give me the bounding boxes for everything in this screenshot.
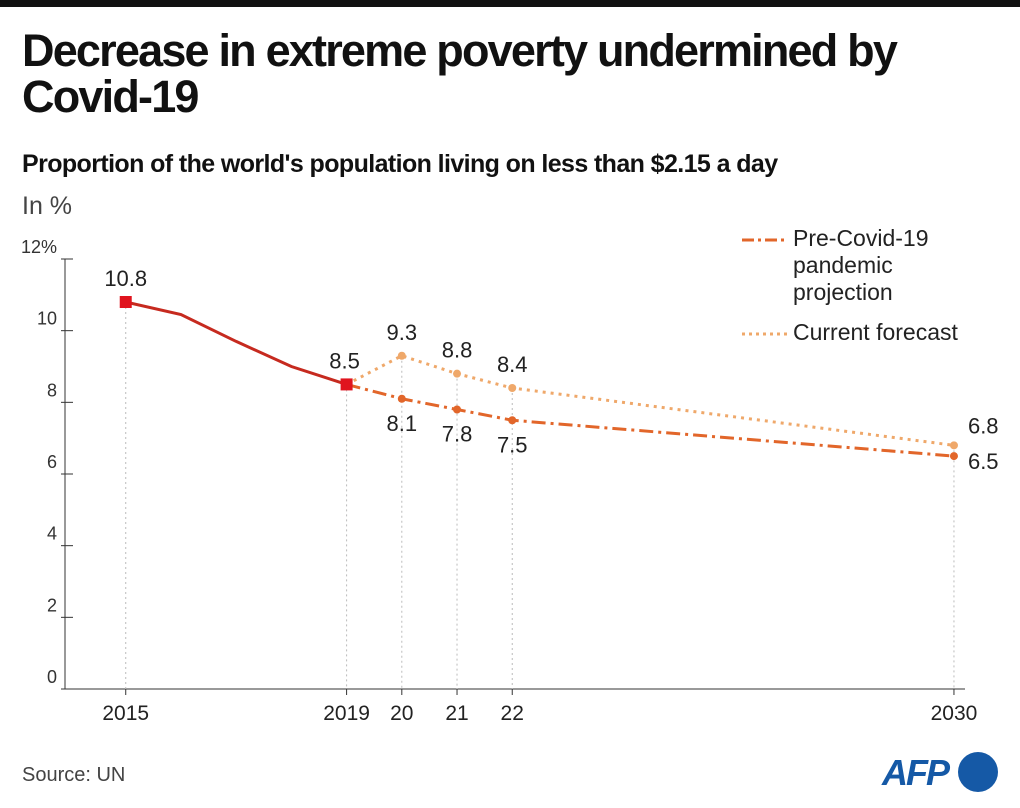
marker	[453, 369, 462, 378]
data-label: 8.1	[387, 411, 418, 436]
series-line	[346, 382, 955, 458]
marker	[397, 394, 406, 403]
logo-dot	[958, 752, 998, 792]
top-bar	[0, 0, 1020, 7]
data-label: 8.8	[442, 338, 473, 363]
marker	[397, 351, 406, 360]
data-label: 6.8	[968, 413, 999, 438]
marker	[508, 416, 517, 425]
y-tick-label: 0	[47, 667, 57, 687]
data-label: 6.5	[968, 449, 999, 474]
marker	[508, 384, 517, 392]
x-tick-label: 21	[445, 702, 468, 725]
x-tick-label: 20	[390, 702, 413, 725]
x-tick-label: 2019	[323, 702, 370, 725]
y-tick-label: 2	[47, 595, 57, 615]
data-label: 7.8	[442, 422, 473, 447]
x-tick-label: 22	[501, 702, 524, 725]
series-line	[125, 300, 348, 386]
y-tick-label: 4	[47, 524, 57, 544]
legend-label: Current forecast	[793, 319, 958, 345]
data-label: 8.5	[329, 348, 360, 373]
y-tick-label: 8	[47, 380, 57, 400]
chart-subtitle: Proportion of the world's population liv…	[22, 150, 778, 178]
data-label: 9.3	[387, 320, 418, 345]
data-label: 10.8	[104, 266, 147, 291]
marker	[453, 405, 462, 414]
x-tick-label: 2030	[931, 702, 978, 725]
y-tick-label: 12%	[21, 237, 57, 257]
x-tick-label: 2015	[102, 702, 149, 725]
legend-swatch	[742, 332, 788, 336]
marker	[340, 378, 353, 391]
marker	[119, 296, 132, 308]
legend-swatch	[742, 238, 788, 242]
source: Source: UN	[22, 764, 126, 786]
marker	[949, 441, 958, 450]
y-tick-label: 10	[37, 309, 57, 329]
chart-title: Decrease in extreme poverty undermined b…	[22, 25, 898, 122]
logo: AFP	[882, 752, 950, 793]
marker	[949, 452, 958, 461]
y-tick-label: 6	[47, 452, 57, 472]
data-label: 8.4	[497, 352, 528, 377]
legend-label: Pre-Covid-19 pandemic projection	[793, 225, 929, 305]
unit-label: In %	[22, 192, 73, 220]
data-label: 7.5	[497, 432, 528, 457]
